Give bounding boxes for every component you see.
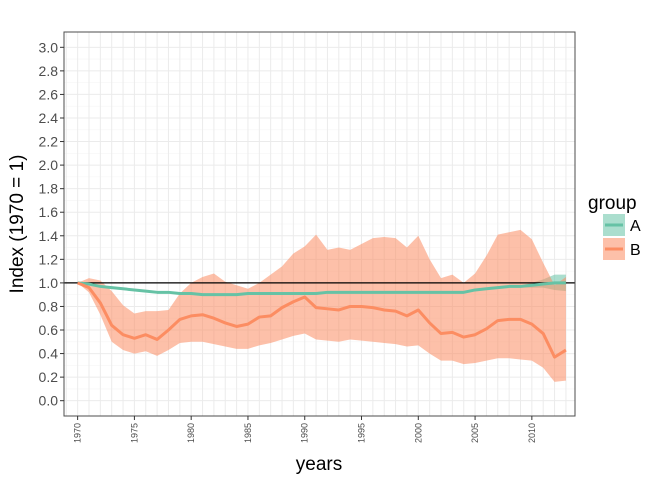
y-tick-label: 0.6 xyxy=(39,322,59,338)
legend-label-B: B xyxy=(630,242,641,259)
x-tick-label: 2005 xyxy=(470,423,480,443)
y-tick-label: 3.0 xyxy=(39,39,59,55)
x-tick-label: 1975 xyxy=(129,423,139,443)
x-axis-title: years xyxy=(296,454,342,475)
x-tick-label: 1970 xyxy=(73,423,83,443)
series-lines xyxy=(77,281,567,359)
x-tick-label: 2000 xyxy=(413,423,423,443)
y-tick-label: 0.0 xyxy=(39,393,59,409)
x-tick-label: 1995 xyxy=(357,423,367,443)
legend: group AB xyxy=(588,193,641,260)
y-tick-label: 1.4 xyxy=(39,228,59,244)
x-tick-label: 1990 xyxy=(300,423,310,443)
y-tick-label: 1.8 xyxy=(39,181,59,197)
y-tick-label: 2.8 xyxy=(39,63,59,79)
legend-label-A: A xyxy=(630,218,641,235)
y-tick-label: 0.2 xyxy=(39,369,59,385)
y-tick-label: 1.6 xyxy=(39,204,59,220)
y-tick-label: 0.4 xyxy=(39,346,59,362)
y-tick-label: 0.8 xyxy=(39,298,59,314)
x-tick-label: 2010 xyxy=(527,423,537,443)
legend-title: group xyxy=(588,193,637,214)
line-B xyxy=(77,281,567,359)
y-tick-label: 2.4 xyxy=(39,110,59,126)
line-A xyxy=(77,281,566,297)
x-tick-label: 1985 xyxy=(243,423,253,443)
band-B xyxy=(77,229,566,382)
y-axis-title: Index (1970 = 1) xyxy=(7,155,28,294)
panel-border xyxy=(63,31,576,417)
plot-panel xyxy=(63,31,576,417)
y-tick-label: 1.2 xyxy=(39,251,59,267)
confidence-bands xyxy=(77,229,566,382)
y-tick-label: 2.0 xyxy=(39,157,59,173)
y-axis: 0.0 0.2 0.4 0.6 0.8 1.0 1.2 1.4 1.6 1.8 2.0 2.2 2.4 2… xyxy=(39,39,64,409)
y-tick-label: 2.2 xyxy=(39,134,59,150)
y-tick-label: 1.0 xyxy=(39,275,59,291)
x-tick-label: 1980 xyxy=(186,423,196,443)
x-axis: 1970 1975 1980 1985 1990 1995 2000 2005 2010 xyxy=(73,416,537,443)
y-tick-label: 2.6 xyxy=(39,86,59,102)
